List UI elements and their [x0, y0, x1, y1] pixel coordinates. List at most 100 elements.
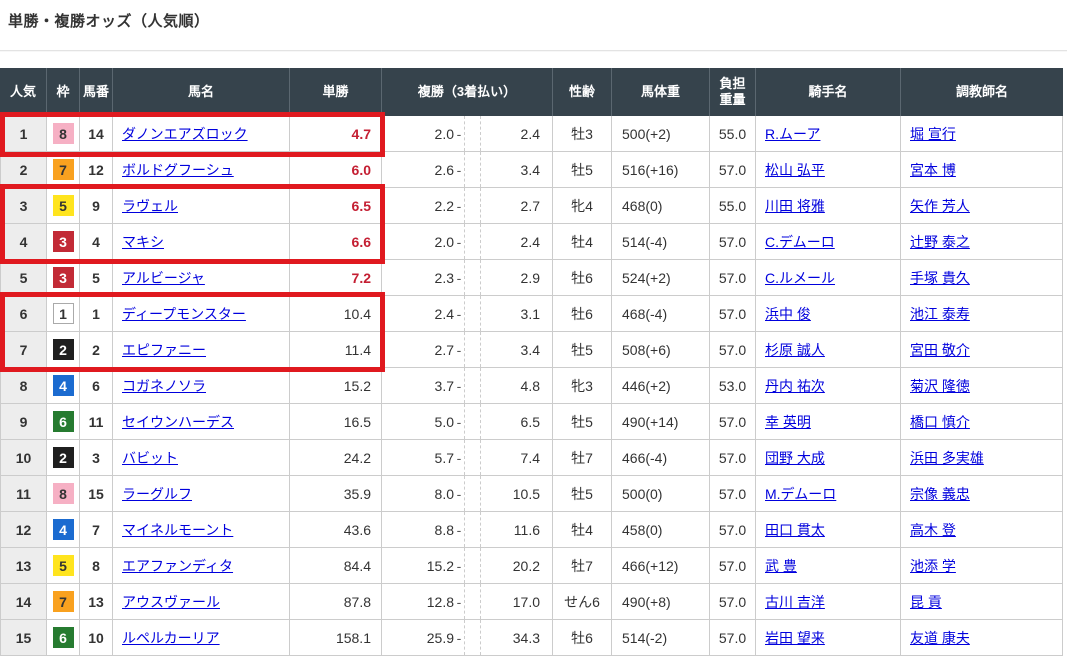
horse-cell: ダノンエアズロック: [113, 116, 290, 152]
horse-name-link[interactable]: ラヴェル: [122, 197, 178, 214]
win-odds: 11.4: [290, 332, 382, 368]
trainer-link[interactable]: 菊沢 隆徳: [910, 377, 970, 394]
trainer-link[interactable]: 友道 康夫: [910, 629, 970, 646]
place-odds-separator: -: [456, 557, 462, 574]
trainer-link[interactable]: 辻野 泰之: [910, 233, 970, 250]
load-cell: 57.0: [710, 404, 756, 440]
jockey-link[interactable]: 丹内 祐次: [765, 377, 825, 394]
trainer-link[interactable]: 池添 学: [910, 557, 956, 574]
frame-badge: 4: [52, 519, 74, 540]
table-row: 11 8 15 ラーグルフ 35.9 8.0 - 10.5 牡5 500(0) …: [0, 476, 1063, 512]
win-odds: 16.5: [290, 404, 382, 440]
jockey-cell: 杉原 誠人: [756, 332, 901, 368]
frame-cell: 1: [47, 296, 80, 332]
number-cell: 1: [80, 296, 113, 332]
place-odds-low: 2.0: [434, 125, 454, 142]
frame-badge: 7: [52, 591, 74, 612]
horse-name-link[interactable]: ラーグルフ: [122, 485, 192, 502]
load-cell: 55.0: [710, 116, 756, 152]
rank-cell: 1: [0, 116, 47, 152]
trainer-link[interactable]: 宮本 博: [910, 161, 956, 178]
place-odds-low: 25.9: [426, 629, 454, 646]
frame-badge: 8: [52, 123, 74, 144]
trainer-link[interactable]: 宮田 敬介: [910, 341, 970, 358]
place-odds-high: 3.4: [520, 161, 540, 178]
jockey-link[interactable]: 古川 吉洋: [765, 593, 825, 610]
trainer-link[interactable]: 宗像 義忠: [910, 485, 970, 502]
place-odds-gap: [464, 512, 481, 547]
table-row: 9 6 11 セイウンハーデス 16.5 5.0 - 6.5 牡5 490(+1…: [0, 404, 1063, 440]
horse-name-link[interactable]: マイネルモーント: [122, 521, 234, 538]
win-odds: 158.1: [290, 620, 382, 656]
sex-age-cell: 牡3: [553, 116, 612, 152]
place-odds-separator: -: [456, 485, 462, 502]
horse-name-link[interactable]: ダノンエアズロック: [122, 125, 248, 142]
jockey-link[interactable]: 武 豊: [765, 557, 797, 574]
horse-name-link[interactable]: ディープモンスター: [122, 305, 246, 322]
trainer-link[interactable]: 浜田 多実雄: [910, 449, 984, 466]
frame-cell: 7: [47, 584, 80, 620]
frame-cell: 8: [47, 476, 80, 512]
horse-cell: ラーグルフ: [113, 476, 290, 512]
place-odds-cell: 2.0 - 2.4: [382, 224, 553, 260]
horse-name-link[interactable]: マキシ: [122, 233, 164, 250]
jockey-link[interactable]: 川田 将雅: [765, 197, 825, 214]
place-odds-separator: -: [456, 269, 462, 286]
jockey-link[interactable]: 浜中 俊: [765, 305, 811, 322]
place-odds-separator: -: [456, 521, 462, 538]
table-header-row: 人気 枠 馬番 馬名 単勝 複勝（3着払い） 性齢 馬体重 負担 重量 騎手名 …: [0, 68, 1063, 116]
place-odds-cell: 3.7 - 4.8: [382, 368, 553, 404]
header-sex-age: 性齢: [553, 68, 612, 116]
horse-name-link[interactable]: アウスヴァール: [122, 593, 220, 610]
trainer-link[interactable]: 高木 登: [910, 521, 956, 538]
jockey-link[interactable]: C.デムーロ: [765, 233, 835, 250]
trainer-link[interactable]: 手塚 貴久: [910, 269, 970, 286]
rank-cell: 3: [0, 188, 47, 224]
load-cell: 57.0: [710, 620, 756, 656]
sex-age-cell: 牡6: [553, 620, 612, 656]
jockey-link[interactable]: 田口 貫太: [765, 521, 825, 538]
horse-name-link[interactable]: コガネノソラ: [122, 377, 206, 394]
load-cell: 53.0: [710, 368, 756, 404]
horse-name-link[interactable]: アルビージャ: [122, 269, 205, 286]
place-odds-separator: -: [456, 593, 462, 610]
horse-name-link[interactable]: ルペルカーリア: [122, 629, 220, 646]
jockey-link[interactable]: 団野 大成: [765, 449, 825, 466]
jockey-link[interactable]: 杉原 誠人: [765, 341, 825, 358]
horse-name-link[interactable]: ボルドグフーシュ: [122, 161, 234, 178]
header-win: 単勝: [290, 68, 382, 116]
place-odds-gap: [464, 116, 481, 151]
number-cell: 13: [80, 584, 113, 620]
jockey-link[interactable]: M.デムーロ: [765, 485, 837, 502]
horse-name-link[interactable]: バビット: [122, 449, 178, 466]
place-odds-gap: [464, 404, 481, 439]
frame-badge: 2: [52, 339, 74, 360]
sex-age-cell: 牡4: [553, 224, 612, 260]
jockey-link[interactable]: 幸 英明: [765, 413, 811, 430]
trainer-cell: 浜田 多実雄: [901, 440, 1063, 476]
frame-cell: 3: [47, 224, 80, 260]
frame-cell: 6: [47, 620, 80, 656]
trainer-link[interactable]: 矢作 芳人: [910, 197, 970, 214]
place-odds-high: 4.8: [520, 377, 540, 394]
trainer-link[interactable]: 池江 泰寿: [910, 305, 970, 322]
place-odds-cell: 5.0 - 6.5: [382, 404, 553, 440]
trainer-link[interactable]: 堀 宣行: [910, 125, 956, 142]
horse-name-link[interactable]: エアファンディタ: [122, 557, 234, 574]
trainer-link[interactable]: 橋口 慎介: [910, 413, 970, 430]
frame-badge: 6: [52, 627, 74, 648]
place-odds-low: 2.4: [434, 305, 454, 322]
place-odds-high: 11.6: [513, 521, 540, 538]
jockey-link[interactable]: R.ムーア: [765, 125, 821, 142]
place-odds-separator: -: [456, 197, 462, 214]
weight-cell: 458(0): [612, 512, 710, 548]
horse-name-link[interactable]: セイウンハーデス: [122, 413, 234, 430]
trainer-link[interactable]: 昆 貢: [910, 593, 942, 610]
place-odds-cell: 2.7 - 3.4: [382, 332, 553, 368]
title-divider: [0, 50, 1067, 51]
place-odds-separator: -: [456, 125, 462, 142]
horse-name-link[interactable]: エピファニー: [122, 341, 206, 358]
jockey-link[interactable]: 松山 弘平: [765, 161, 825, 178]
jockey-link[interactable]: 岩田 望来: [765, 629, 825, 646]
jockey-link[interactable]: C.ルメール: [765, 269, 835, 286]
